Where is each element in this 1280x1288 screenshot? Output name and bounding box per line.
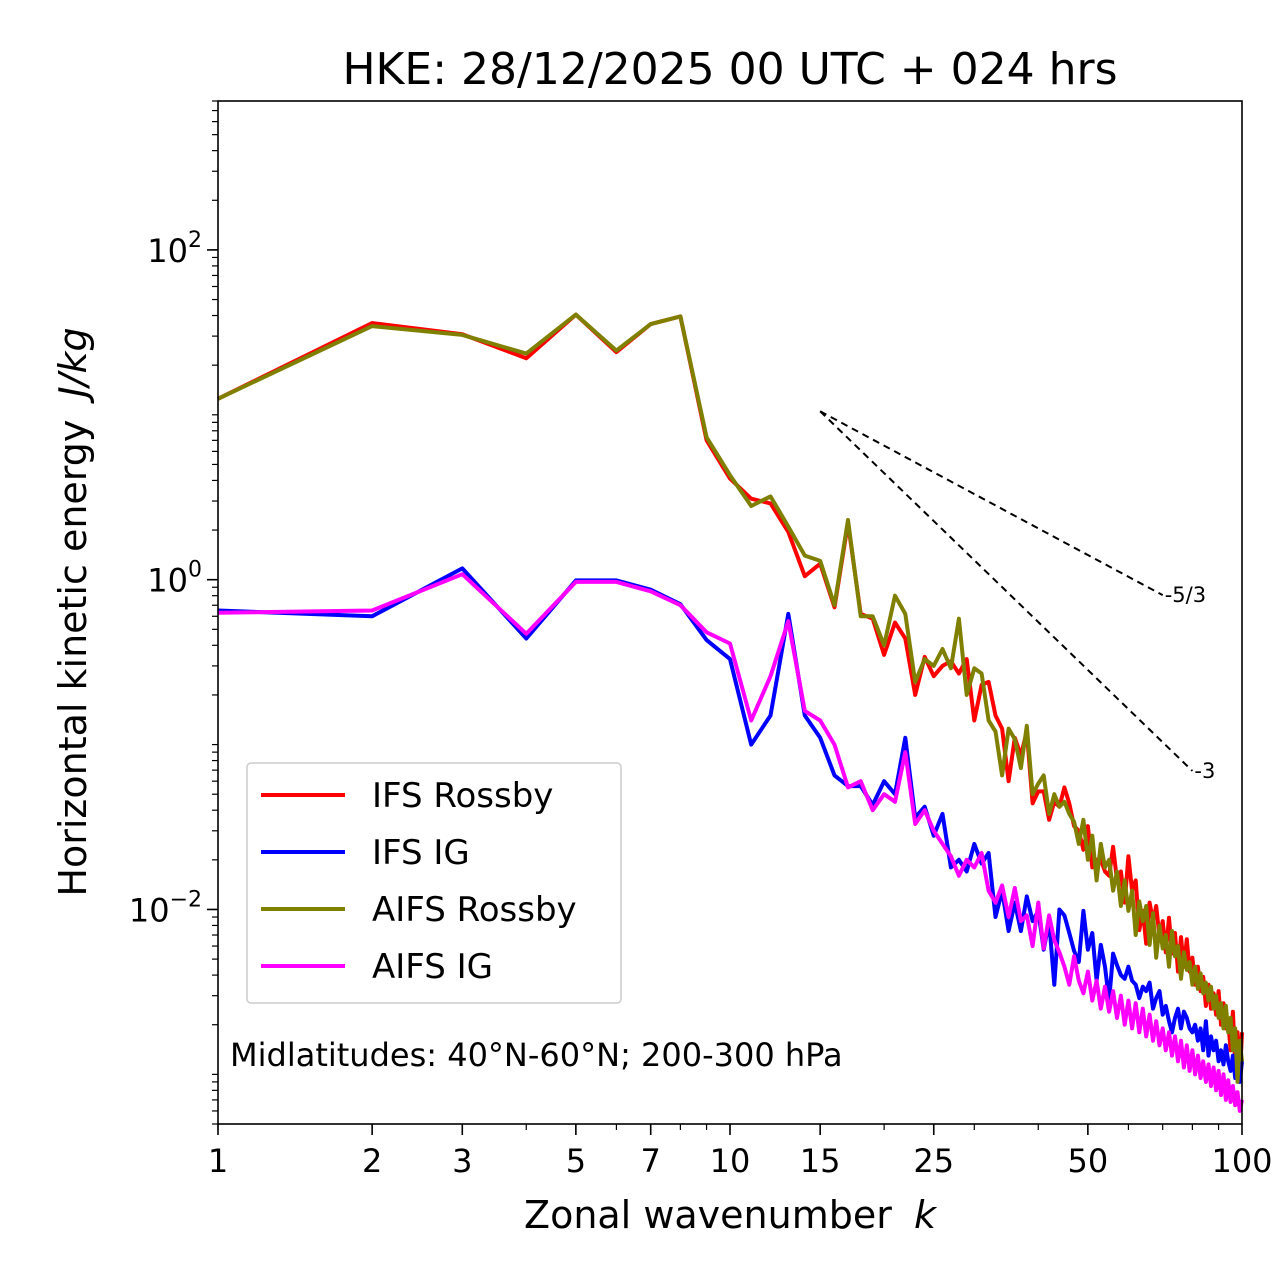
x-tick-label: 2 bbox=[362, 1142, 382, 1180]
series-layer bbox=[217, 312, 1244, 1113]
y-tick-base: 10 bbox=[147, 562, 188, 600]
x-axis-ticks: 1 2 3 5 7 10 15 25 50 100 bbox=[208, 1124, 1273, 1180]
series-line-aifs-ig bbox=[217, 572, 1244, 1113]
x-tick-label: 7 bbox=[641, 1142, 661, 1180]
legend-items: IFS Rossby IFS IG AIFS Rossby AIFS IG bbox=[261, 776, 577, 987]
x-axis-label-text: Zonal wavenumber bbox=[524, 1193, 892, 1237]
region-annotation: Midlatitudes: 40°N-60°N; 200-300 hPa bbox=[230, 1036, 843, 1074]
y-tick-base: 10 bbox=[147, 232, 188, 270]
x-tick-label: 5 bbox=[566, 1142, 586, 1180]
y-tick-exponent: −2 bbox=[170, 887, 202, 912]
reference-slope-line-1 bbox=[819, 410, 1164, 597]
x-tick-label: 15 bbox=[800, 1142, 841, 1180]
x-tick-label: 10 bbox=[710, 1142, 751, 1180]
legend-label: AIFS IG bbox=[372, 947, 493, 987]
reference-slope-label-2: -3 bbox=[1194, 759, 1215, 783]
legend-label: IFS IG bbox=[372, 833, 470, 873]
y-tick-label: 102 bbox=[147, 228, 202, 270]
reference-slope-layer: -5/3 -3 bbox=[819, 410, 1215, 783]
y-tick-exponent: 0 bbox=[188, 558, 202, 583]
series-line-aifs-rossby bbox=[217, 312, 1244, 1084]
y-axis-label-text: Horizontal kinetic energy bbox=[51, 420, 95, 897]
x-axis-label-var: k bbox=[914, 1193, 938, 1237]
x-tick-label: 1 bbox=[208, 1142, 228, 1180]
reference-slope-label-1: -5/3 bbox=[1165, 583, 1206, 607]
x-tick-label: 3 bbox=[452, 1142, 472, 1180]
reference-slope-line-2 bbox=[819, 410, 1194, 772]
x-axis-label: Zonal wavenumber k bbox=[524, 1193, 938, 1237]
legend-box bbox=[246, 762, 622, 1004]
y-tick-label: 100 bbox=[147, 558, 202, 600]
legend-label: AIFS Rossby bbox=[372, 890, 577, 930]
x-tick-label: 50 bbox=[1068, 1142, 1109, 1180]
legend-label: IFS Rossby bbox=[372, 776, 553, 816]
y-axis-label-units: J/kg bbox=[51, 327, 95, 404]
x-tick-label: 25 bbox=[913, 1142, 954, 1180]
y-axis-label: Horizontal kinetic energy J/kg bbox=[51, 327, 95, 896]
y-tick-base: 10 bbox=[129, 891, 170, 929]
y-tick-label: 10−2 bbox=[129, 887, 202, 929]
y-tick-exponent: 2 bbox=[188, 228, 202, 253]
chart-title: HKE: 28/12/2025 00 UTC + 024 hrs bbox=[342, 44, 1117, 95]
legend: IFS Rossby IFS IG AIFS Rossby AIFS IG bbox=[246, 762, 622, 1004]
x-tick-label: 100 bbox=[1211, 1142, 1272, 1180]
